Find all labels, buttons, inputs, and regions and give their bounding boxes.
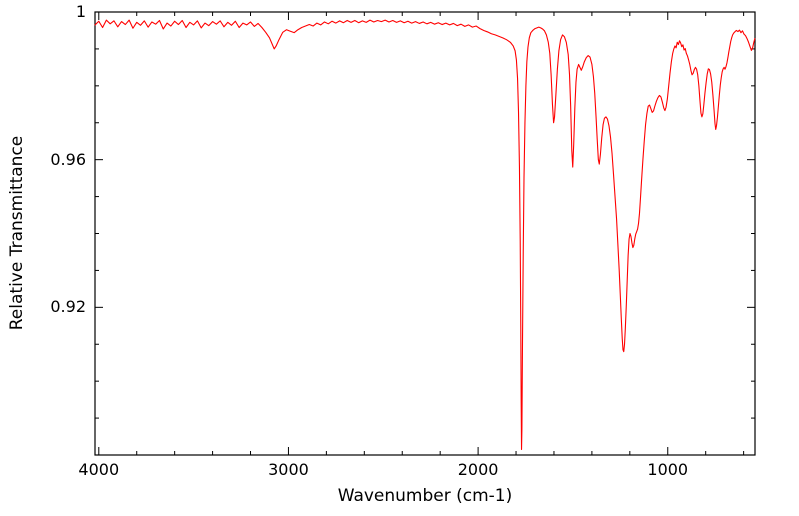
plot-border xyxy=(94,11,756,456)
x-tick-label: 4000 xyxy=(78,460,120,479)
y-tick-label: 1 xyxy=(75,2,86,21)
x-axis-title: Wavenumber (cm-1) xyxy=(337,486,513,506)
y-tick-label: 0.96 xyxy=(50,149,86,169)
y-tick-label: 0.92 xyxy=(50,297,86,317)
x-tick-label: 1000 xyxy=(647,460,689,479)
y-axis-title: Relative Transmittance xyxy=(7,135,27,331)
spectrum-line xyxy=(94,19,756,451)
x-tick-label: 2000 xyxy=(457,460,499,479)
x-tick-label: 3000 xyxy=(268,460,309,479)
